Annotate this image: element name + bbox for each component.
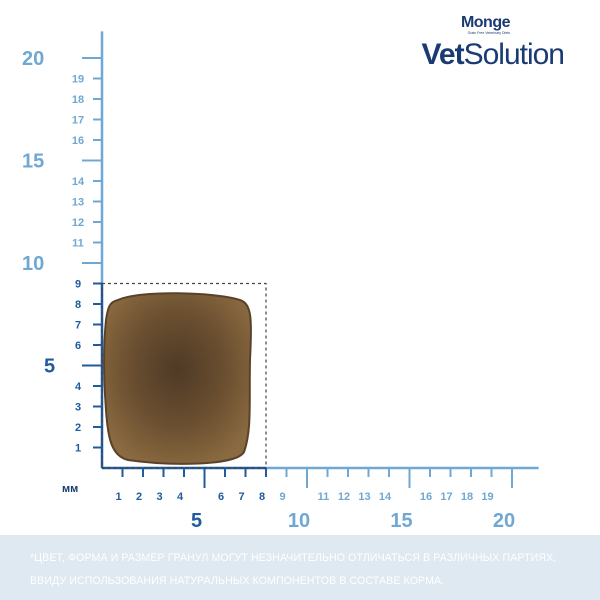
- y-tick-label: 3: [75, 402, 81, 414]
- x-tick-label: 13: [358, 491, 370, 503]
- y-tick-label: 4: [75, 381, 82, 393]
- x-tick-label: 17: [440, 491, 452, 503]
- x-tick-label: 8: [259, 491, 265, 503]
- y-tick-label: 17: [72, 115, 84, 127]
- y-major-label: 10: [22, 253, 44, 275]
- x-major-label: 5: [191, 510, 202, 532]
- x-tick-label: 3: [156, 491, 162, 503]
- footnote-text: *Цвет, форма и размер гранул могут незна…: [30, 552, 557, 587]
- y-tick-label: 14: [72, 176, 85, 188]
- y-tick-label: 19: [72, 74, 84, 86]
- x-tick-label: 11: [318, 491, 330, 503]
- y-tick-label: 18: [72, 94, 84, 106]
- x-major-label: 15: [390, 510, 412, 532]
- x-tick-label: 14: [379, 491, 392, 503]
- monge-logo: Monge: [460, 14, 511, 31]
- y-tick-label: 12: [72, 217, 84, 229]
- x-tick-label: 2: [136, 491, 142, 503]
- kibble-image: [103, 292, 252, 465]
- kibble-sample: [101, 282, 267, 469]
- y-tick-label: 6: [75, 340, 81, 352]
- ruler-scene: 1 2 3 4 6 7 8 9 11 12 13 14 16 17 18 195 10 15 20123467891…: [22, 31, 539, 532]
- solution-text: Solution: [463, 38, 565, 71]
- y-tick-label: 13: [72, 197, 84, 209]
- footnote-banner: *Цвет, форма и размер гранул могут незна…: [0, 535, 600, 600]
- x-tick-label: 1: [115, 491, 121, 503]
- y-tick-label: 8: [75, 299, 81, 311]
- x-major-label: 20: [493, 510, 515, 532]
- x-tick-label: 4: [177, 491, 184, 503]
- x-tick-label: 18: [461, 491, 473, 503]
- y-tick-label: 7: [75, 320, 81, 332]
- x-tick-label: 19: [481, 491, 493, 503]
- x-tick-label: 9: [279, 491, 285, 503]
- y-tick-label: 11: [72, 238, 84, 250]
- y-tick-label: 16: [72, 135, 84, 147]
- x-tick-label: 12: [338, 491, 350, 503]
- y-tick-label: 9: [75, 279, 81, 291]
- y-tick-label: 1: [75, 443, 81, 455]
- monge-tagline: Grain Free Veterinary Diets: [467, 31, 510, 35]
- y-major-label: 15: [22, 151, 44, 173]
- x-major-label: 10: [288, 510, 310, 532]
- y-major-label: 20: [22, 48, 44, 70]
- x-tick-label: 16: [420, 491, 432, 503]
- x-tick-label: 7: [238, 491, 244, 503]
- vet-text: Vet: [421, 38, 465, 71]
- x-tick-label: 6: [218, 491, 224, 503]
- ruler-axes: 1 2 3 4 6 7 8 9 11 12 13 14 16 17 18 195 10 15 20123467891…: [22, 31, 539, 532]
- unit-label: мм: [62, 483, 78, 495]
- y-tick-label: 2: [75, 422, 81, 434]
- y-major-label: 5: [44, 356, 55, 378]
- vetsolution-logo: VetSolution: [421, 38, 565, 72]
